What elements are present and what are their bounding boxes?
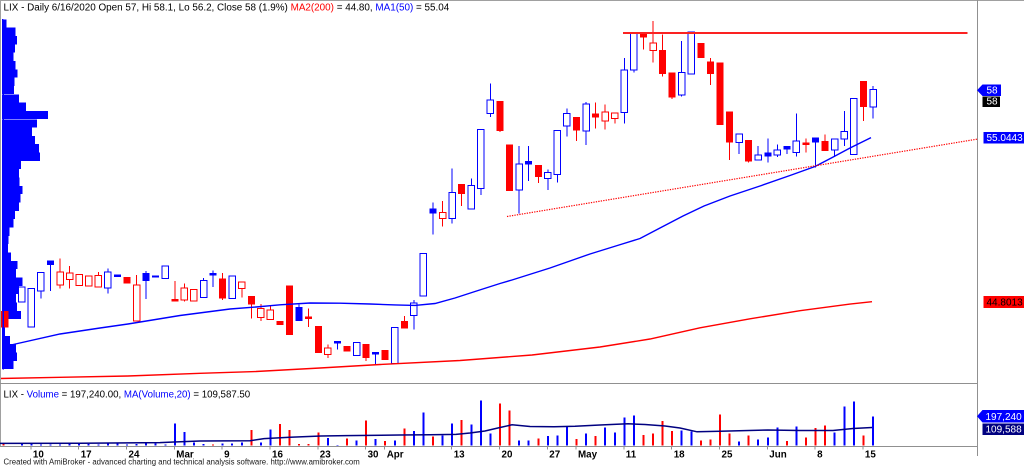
svg-text:18: 18 (674, 450, 685, 461)
svg-text:May: May (578, 450, 598, 461)
svg-text:Jun: Jun (769, 450, 786, 461)
svg-text:44.8013: 44.8013 (987, 298, 1024, 309)
svg-text:27: 27 (549, 450, 560, 461)
svg-text:109,588: 109,588 (986, 425, 1023, 436)
svg-text:58: 58 (987, 97, 999, 108)
svg-text:LIX - Daily 6/16/2020 Open 57,: LIX - Daily 6/16/2020 Open 57, Hi 58.1, … (4, 3, 450, 14)
svg-text:11: 11 (626, 450, 637, 461)
svg-text:Apr: Apr (387, 450, 404, 461)
svg-text:197,240: 197,240 (986, 412, 1023, 423)
svg-text:25: 25 (722, 450, 733, 461)
svg-text:30: 30 (368, 450, 379, 461)
svg-text:13: 13 (454, 450, 465, 461)
svg-text:58: 58 (987, 86, 999, 97)
svg-text:8: 8 (817, 450, 823, 461)
svg-text:15: 15 (865, 450, 876, 461)
svg-text:Created with AmiBroker - advan: Created with AmiBroker - advanced charti… (4, 458, 360, 467)
svg-text:55.0443: 55.0443 (987, 133, 1024, 144)
svg-text:LIX - Volume = 197,240.00, MA(: LIX - Volume = 197,240.00, MA(Volume,20)… (4, 390, 251, 401)
svg-text:20: 20 (502, 450, 513, 461)
